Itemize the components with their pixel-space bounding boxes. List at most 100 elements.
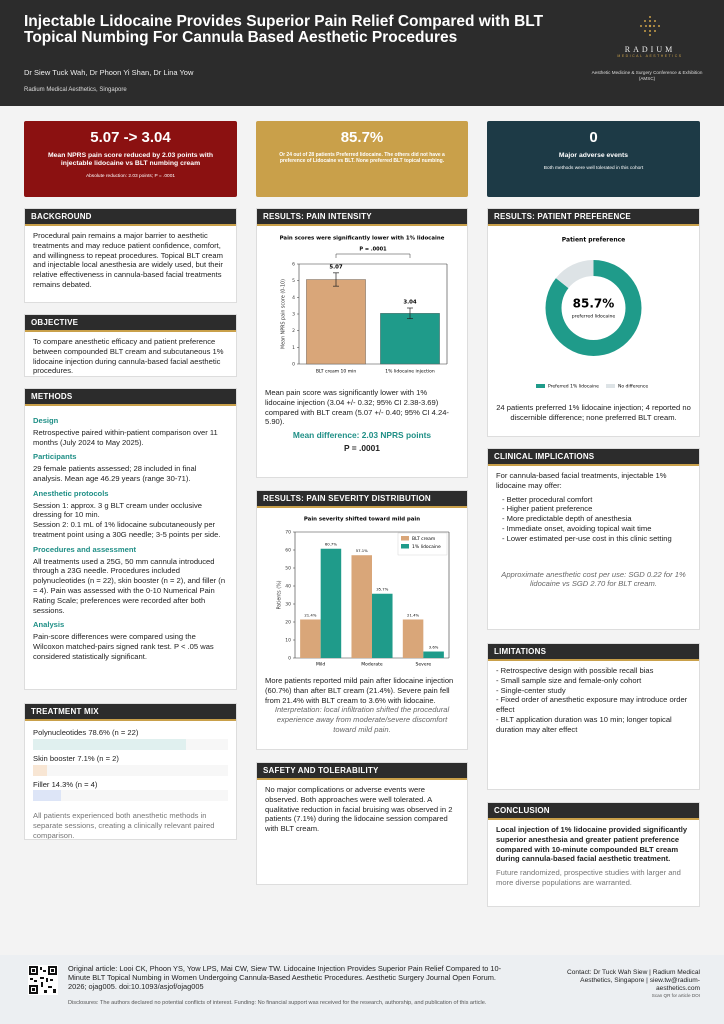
- legend-swatch: [606, 384, 615, 388]
- y-tick-label: 2: [292, 328, 295, 334]
- y-tick-label: 30: [285, 602, 291, 608]
- bar-value-label: 7.1% (n = 2): [77, 753, 119, 763]
- pain-intensity-card: RESULTS: PAIN INTENSITY Pain scores were…: [256, 208, 468, 478]
- treatment-chart: Polynucleotides 78.6% (n = 22) Skin boost…: [33, 728, 228, 811]
- chart-title: Patient preference: [562, 237, 625, 244]
- list-item: - Small sample size and female-only coho…: [496, 675, 642, 685]
- methods-text: Session 1: approx. 3 g BLT cream under o…: [33, 500, 202, 520]
- section-heading: BACKGROUND: [25, 209, 236, 226]
- y-tick-label: 6: [292, 262, 295, 268]
- list-item: - More predictable depth of anesthesia: [502, 514, 632, 524]
- list-item: - Better procedural comfort: [502, 494, 593, 504]
- value-label: 35.7%: [376, 587, 388, 592]
- footer: Original article: Looi CK, Phoon YS, Yow…: [0, 955, 724, 1024]
- stat-note: Absolute reduction: 2.03 points; P = .00…: [85, 174, 176, 179]
- center-label: 85.7%: [573, 297, 615, 311]
- legend-label: 1% lidocaine: [412, 544, 441, 550]
- p-value: P = .0001: [344, 442, 380, 453]
- bar-track: [33, 790, 228, 802]
- x-tick-label: Mild: [316, 662, 325, 668]
- stat-box: 0 Major adverse events Both methods were…: [487, 121, 700, 197]
- stat-box: 5.07 -> 3.04 Mean NPRS pain score reduce…: [24, 121, 237, 197]
- y-tick-label: 0: [292, 362, 295, 368]
- chart-title: Pain scores were significantly lower wit…: [280, 236, 445, 242]
- treatment-note: All patients experienced both anesthetic…: [33, 811, 215, 840]
- y-tick-label: 50: [285, 566, 291, 572]
- value-label: 5.07: [329, 264, 343, 270]
- interpretation: Interpretation: local infiltration shift…: [274, 705, 450, 734]
- section-heading: RESULTS: PAIN SEVERITY DISTRIBUTION: [257, 491, 467, 508]
- stat-value: 85.7%: [340, 129, 384, 146]
- y-tick-label: 4: [292, 295, 295, 301]
- error-bar: [333, 272, 339, 287]
- section-text: Mean pain score was significantly lower …: [265, 388, 449, 427]
- limitations-list: - Retrospective design with possible rec…: [496, 666, 691, 735]
- bar: [380, 313, 440, 365]
- bar: [33, 764, 47, 776]
- bar: [300, 619, 321, 658]
- section-text: Procedural pain remains a major barrier …: [33, 231, 223, 289]
- qr-note: Scan QR for article DOI: [651, 993, 700, 998]
- legend-label: No difference: [618, 384, 648, 390]
- contact: Contact: Dr Tuck Wah Siew | Radium Medic…: [566, 969, 700, 993]
- conclusion-body: Local injection of 1% lidocaine provided…: [488, 820, 699, 897]
- pain-body: Mean pain score was significantly lower …: [257, 386, 467, 459]
- donut-slice: [555, 260, 594, 289]
- stat-label: Or 24 out of 28 patients Preferred lidoc…: [279, 152, 445, 165]
- bar: [33, 790, 61, 802]
- section-heading: OBJECTIVE: [25, 315, 236, 332]
- list-item: - Fixed order of anesthetic exposure may…: [496, 695, 688, 715]
- bar-label: Polynucleotides: [33, 728, 87, 737]
- stat-label: Major adverse events: [558, 152, 629, 159]
- bar: [351, 555, 372, 658]
- methods-text: Retrospective paired within-patient comp…: [33, 427, 218, 447]
- poster-title: Injectable Lidocaine Provides Superior P…: [24, 13, 544, 46]
- bar-value-label: 14.3% (n = 4): [51, 779, 98, 789]
- pain-chart: Pain scores were significantly lower wit…: [280, 236, 448, 375]
- section-text: To compare anesthetic efficacy and patie…: [33, 337, 224, 376]
- severity-card: RESULTS: PAIN SEVERITY DISTRIBUTION Pain…: [256, 490, 468, 750]
- preference-chart: Patient preference 85.7% preferred lidocai…: [536, 237, 648, 390]
- objective-card: OBJECTIVE To compare anesthetic efficacy…: [24, 314, 237, 377]
- bar-track: [33, 738, 228, 750]
- limitations-body: - Retrospective design with possible rec…: [488, 661, 699, 740]
- bar-track: [33, 764, 228, 776]
- legend-box: [397, 532, 448, 556]
- conference: Aesthetic Medicine & Surgery Conference …: [591, 70, 703, 81]
- disclosures: Disclosures: The authors declared no pot…: [68, 1000, 487, 1006]
- methods-card: METHODS Design Retrospective paired withi…: [24, 388, 237, 690]
- limitations-card: LIMITATIONS - Retrospective design with …: [487, 643, 700, 790]
- legend-swatch: [536, 384, 545, 388]
- y-tick-label: 0: [288, 656, 291, 662]
- list-item: - Lower estimated per-use cost in this c…: [502, 533, 672, 543]
- list-item: - BLT application duration was 10 min; l…: [496, 714, 672, 734]
- section-heading: CLINICAL IMPLICATIONS: [488, 449, 699, 466]
- section-text: No major complications or adverse events…: [265, 785, 453, 834]
- x-tick-label: 1% lidocaine injection: [385, 369, 435, 375]
- clinical-list: - Better procedural comfort - Higher pati…: [502, 495, 691, 544]
- logo: RADIUM MEDICAL AESTHETICS: [600, 14, 700, 58]
- legend-swatch: [401, 544, 409, 549]
- logo-sub: MEDICAL AESTHETICS: [617, 54, 683, 58]
- methods-text: 29 female patients assessed; 28 included…: [33, 464, 197, 483]
- methods-subheading: Design: [33, 416, 59, 425]
- y-axis-label: Patients (%): [277, 580, 283, 609]
- stat-note: Both methods were well tolerated in this…: [543, 166, 644, 171]
- y-tick-label: 1: [292, 345, 295, 351]
- logo-mark: [640, 16, 660, 36]
- y-tick-label: 60: [285, 548, 291, 554]
- list-item: - Immediate onset, avoiding topical wait…: [502, 523, 652, 533]
- stat-value: 5.07 -> 3.04: [90, 129, 171, 146]
- safety-card: SAFETY AND TOLERABILITY No major complic…: [256, 762, 468, 885]
- bar-label: Skin booster: [33, 753, 76, 763]
- bar: [320, 548, 342, 658]
- severity-body: More patients reported mild pain after l…: [257, 674, 467, 740]
- section-heading: METHODS: [25, 389, 236, 406]
- x-tick-label: Severe: [416, 662, 432, 668]
- section-heading: SAFETY AND TOLERABILITY: [257, 763, 467, 780]
- header: Injectable Lidocaine Provides Superior P…: [0, 0, 724, 106]
- preference-card: RESULTS: PATIENT PREFERENCE Patient pref…: [487, 208, 700, 437]
- legend-label: BLT cream: [412, 536, 435, 542]
- methods-body: Design Retrospective paired within-patien…: [25, 406, 236, 667]
- methods-text: Session 2: 0.1 mL of 1% lidocaine subcut…: [33, 520, 221, 539]
